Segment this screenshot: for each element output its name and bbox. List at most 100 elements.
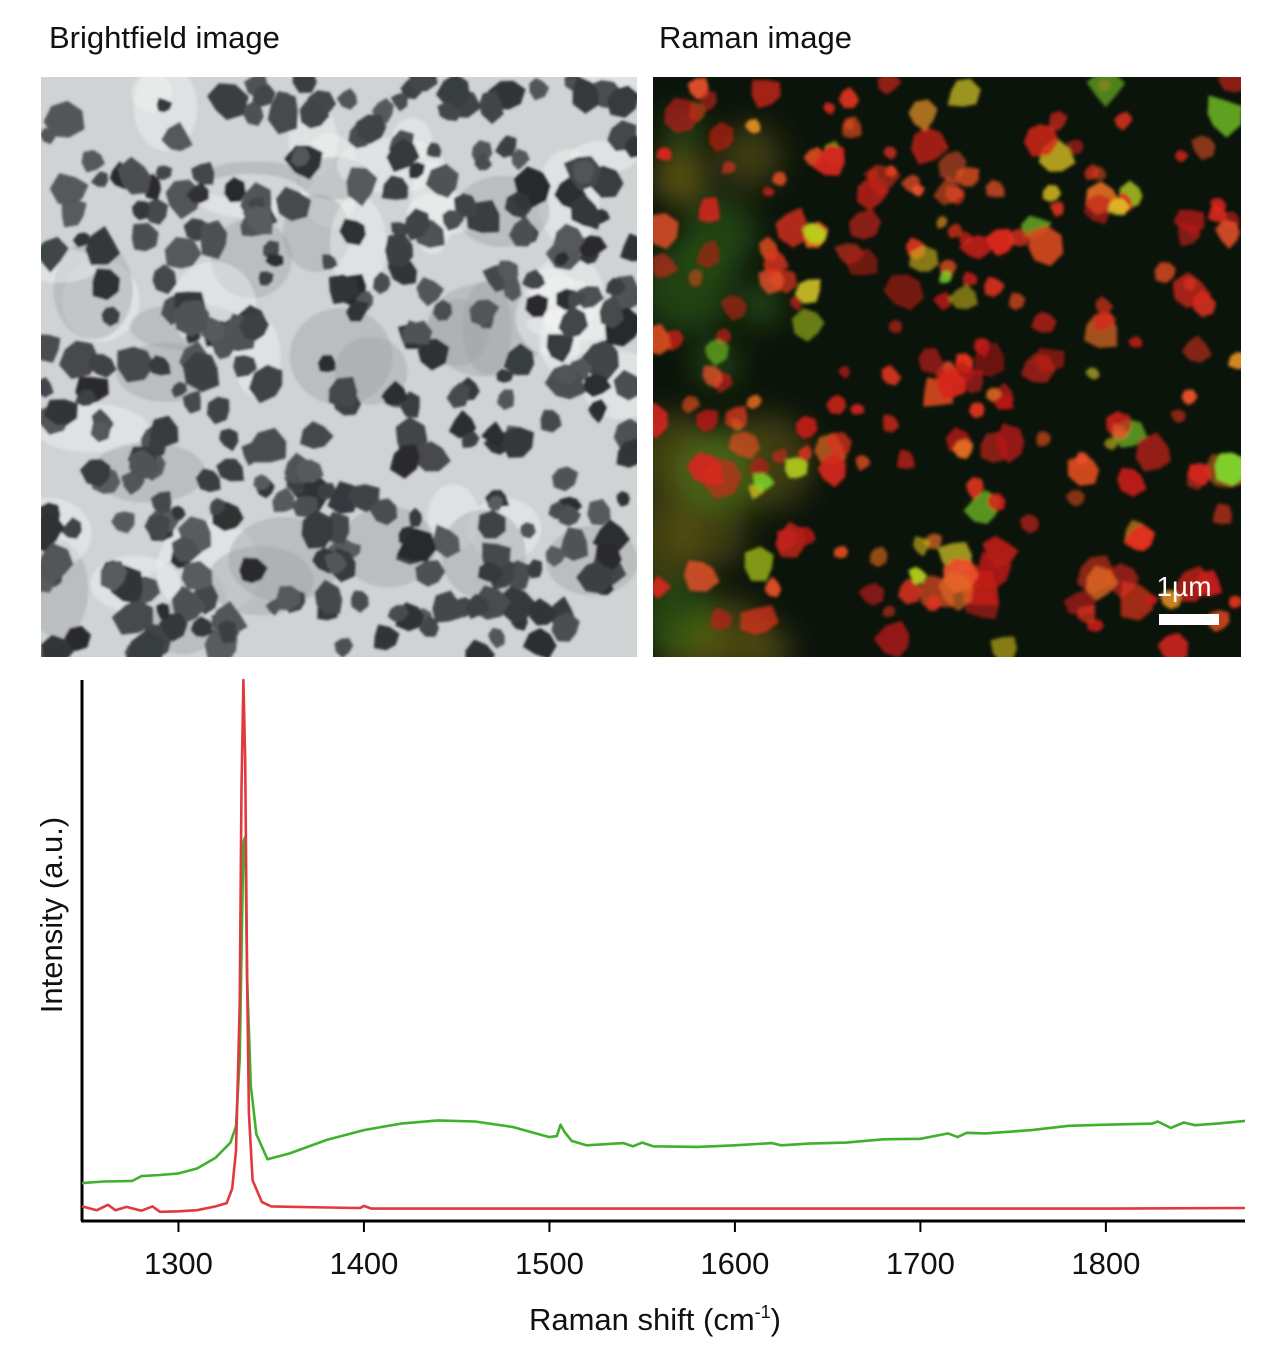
raman-particle: [1028, 225, 1064, 267]
bf-particle: [111, 511, 135, 534]
raman-particle: [1085, 367, 1100, 380]
bf-particle: [292, 77, 317, 93]
bf-particle: [432, 299, 453, 321]
bf-particle: [314, 579, 343, 615]
bf-particle: [529, 598, 558, 626]
raman-particle: [653, 403, 668, 439]
bf-particle: [576, 560, 613, 594]
bf-particle: [588, 398, 608, 424]
bf-particle: [117, 156, 152, 195]
raman-particle: [1035, 348, 1065, 372]
scale-bar: [1159, 614, 1219, 625]
bf-particle: [573, 159, 595, 185]
bf-particle: [41, 377, 54, 398]
raman-particle: [896, 449, 915, 469]
bf-particle: [100, 560, 128, 592]
raman-particle: [1031, 311, 1057, 333]
bf-particle: [416, 277, 444, 307]
raman-particle: [996, 423, 1025, 464]
bf-particle: [41, 542, 74, 584]
raman-particle: [1173, 209, 1205, 237]
raman-particle: [938, 151, 967, 183]
bf-particle: [171, 505, 186, 520]
raman-particle: [687, 451, 724, 485]
bf-particle: [579, 235, 608, 259]
raman-particle: [751, 79, 781, 109]
raman-particle: [656, 147, 673, 161]
raman-image: 1µm: [653, 77, 1241, 657]
raman-particle: [700, 90, 717, 112]
raman-glow: [717, 124, 782, 189]
raman-particle: [910, 185, 925, 197]
raman-particle: [990, 636, 1017, 657]
bf-particle: [345, 300, 369, 322]
x-tick-label: 1400: [329, 1246, 398, 1281]
bf-particle: [207, 83, 249, 120]
bf-particle: [148, 355, 171, 376]
bf-particle: [511, 148, 530, 171]
bf-particle: [419, 615, 439, 637]
raman-particle: [947, 284, 978, 310]
raman-particle: [888, 320, 903, 334]
bf-particle: [520, 522, 537, 539]
raman-particle: [704, 339, 730, 366]
raman-particle: [982, 535, 1019, 569]
bf-particle: [592, 519, 631, 551]
bf-particle: [224, 176, 246, 203]
raman-particle: [858, 583, 885, 606]
raman-particle: [1116, 467, 1147, 497]
bf-particle: [616, 491, 630, 507]
raman-particle: [849, 403, 865, 415]
raman-particle: [775, 207, 809, 248]
raman-particle: [1083, 194, 1112, 225]
bf-particle: [559, 527, 589, 562]
bf-particle: [467, 593, 490, 619]
raman-particle: [771, 448, 787, 463]
raman-particle: [1160, 589, 1182, 610]
raman-particle: [913, 536, 931, 557]
bf-particle: [164, 237, 202, 269]
bf-particle: [479, 91, 504, 125]
raman-particle: [797, 444, 812, 462]
bf-particle: [488, 627, 505, 649]
raman-particle: [939, 270, 953, 284]
bf-particle: [233, 355, 258, 378]
y-axis-label: Intensity (a.u.): [34, 817, 69, 1013]
bf-particle: [576, 285, 604, 309]
bf-particle: [144, 198, 168, 225]
raman-particle: [1157, 632, 1189, 657]
raman-particle: [1111, 423, 1128, 441]
raman-particle: [1092, 311, 1117, 332]
bf-particle: [605, 277, 627, 296]
bf-particle: [243, 99, 264, 126]
raman-particle: [664, 97, 701, 134]
bf-particle: [525, 293, 549, 318]
raman-particle: [1103, 437, 1118, 450]
bf-particle: [461, 431, 480, 448]
raman-particle: [791, 308, 825, 342]
bf-particle: [508, 216, 535, 247]
bf-particle: [267, 91, 298, 135]
bf-particle: [497, 260, 519, 284]
raman-particle: [1083, 163, 1100, 180]
bf-particle: [101, 306, 121, 327]
bf-particle: [41, 634, 74, 657]
bf-particle: [195, 468, 221, 493]
bf-particle: [239, 557, 268, 584]
raman-particle: [932, 291, 952, 311]
bf-particle: [417, 338, 450, 371]
raman-particle: [845, 248, 878, 276]
raman-particle: [947, 78, 981, 107]
bf-particle: [49, 173, 89, 206]
bf-particle: [570, 193, 602, 230]
raman-particle: [1127, 336, 1143, 348]
brightfield-image: [41, 77, 637, 657]
bf-particle: [558, 504, 581, 527]
bf-particle: [442, 209, 465, 232]
bf-particle: [402, 320, 433, 345]
raman-particle: [1191, 135, 1216, 161]
raman-particle: [823, 102, 835, 115]
raman-particle: [762, 186, 775, 197]
raman-particle: [1217, 77, 1241, 93]
raman-particle: [965, 477, 984, 501]
